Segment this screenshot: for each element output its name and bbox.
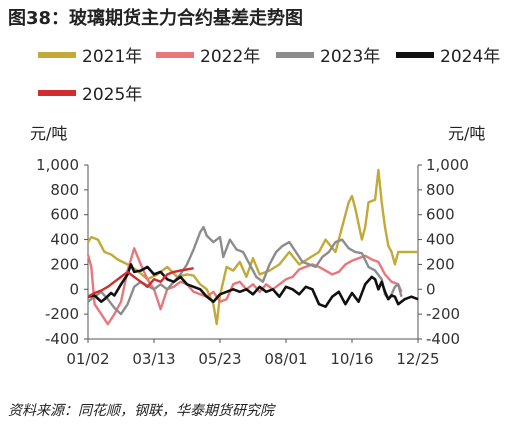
legend-item-2022: 2022年: [156, 42, 260, 67]
y-tick-label-left: 0: [69, 280, 79, 298]
chart-title: 图38：玻璃期货主力合约基差走势图: [8, 8, 304, 29]
x-tick-label: 12/25: [396, 350, 439, 368]
y-tick-label-right: 400: [426, 231, 455, 249]
y-tick-label-right: 200: [426, 255, 455, 273]
y-tick-label-left: 1,000: [36, 156, 79, 174]
y-tick-label-right: 800: [426, 181, 455, 199]
y-tick-label-left: 400: [50, 231, 79, 249]
legend-swatch-2022: [156, 51, 194, 58]
y-tick-label-right: -400: [426, 330, 460, 348]
source-note: 资料来源：同花顺，钢联，华泰期货研究院: [8, 403, 274, 419]
x-tick-label: 08/01: [264, 350, 307, 368]
series-line-2: [86, 247, 403, 326]
legend-label-2025: 2025年: [82, 85, 143, 105]
series-line-5: [87, 267, 194, 298]
y-tick-label-left: 800: [50, 181, 79, 199]
legend-item-2021: 2021年: [38, 42, 142, 67]
y-tick-label-right: 600: [426, 206, 455, 224]
y-axis-unit-right: 元/吨: [448, 124, 486, 143]
x-tick-label: 03/13: [132, 350, 175, 368]
legend-item-2025: 2025年: [38, 80, 142, 105]
y-tick-label-right: -200: [426, 305, 460, 323]
legend-swatch-2021: [38, 51, 76, 58]
y-axis-unit-left: 元/吨: [30, 124, 68, 143]
y-tick-label-left: -400: [45, 330, 79, 348]
legend-item-2024: 2024年: [396, 42, 500, 67]
y-tick-label-left: -200: [45, 305, 79, 323]
legend-label-2022: 2022年: [200, 47, 261, 67]
y-tick-label-right: 1,000: [426, 156, 469, 174]
legend-label-2023: 2023年: [320, 47, 381, 67]
x-tick-label: 10/16: [330, 350, 373, 368]
legend-swatch-2024: [396, 51, 434, 58]
x-tick-label: 01/02: [66, 350, 109, 368]
legend-swatch-2025: [38, 89, 76, 96]
legend-swatch-2023: [276, 51, 314, 58]
y-tick-label-left: 600: [50, 206, 79, 224]
legend-item-2023: 2023年: [276, 42, 380, 67]
y-tick-label-left: 200: [50, 255, 79, 273]
series-line-4: [87, 263, 419, 308]
y-tick-label-right: 0: [426, 280, 436, 298]
series-line-1: [86, 168, 418, 326]
legend-label-2024: 2024年: [440, 47, 501, 67]
legend-label-2021: 2021年: [82, 47, 143, 67]
x-tick-label: 05/23: [198, 350, 241, 368]
